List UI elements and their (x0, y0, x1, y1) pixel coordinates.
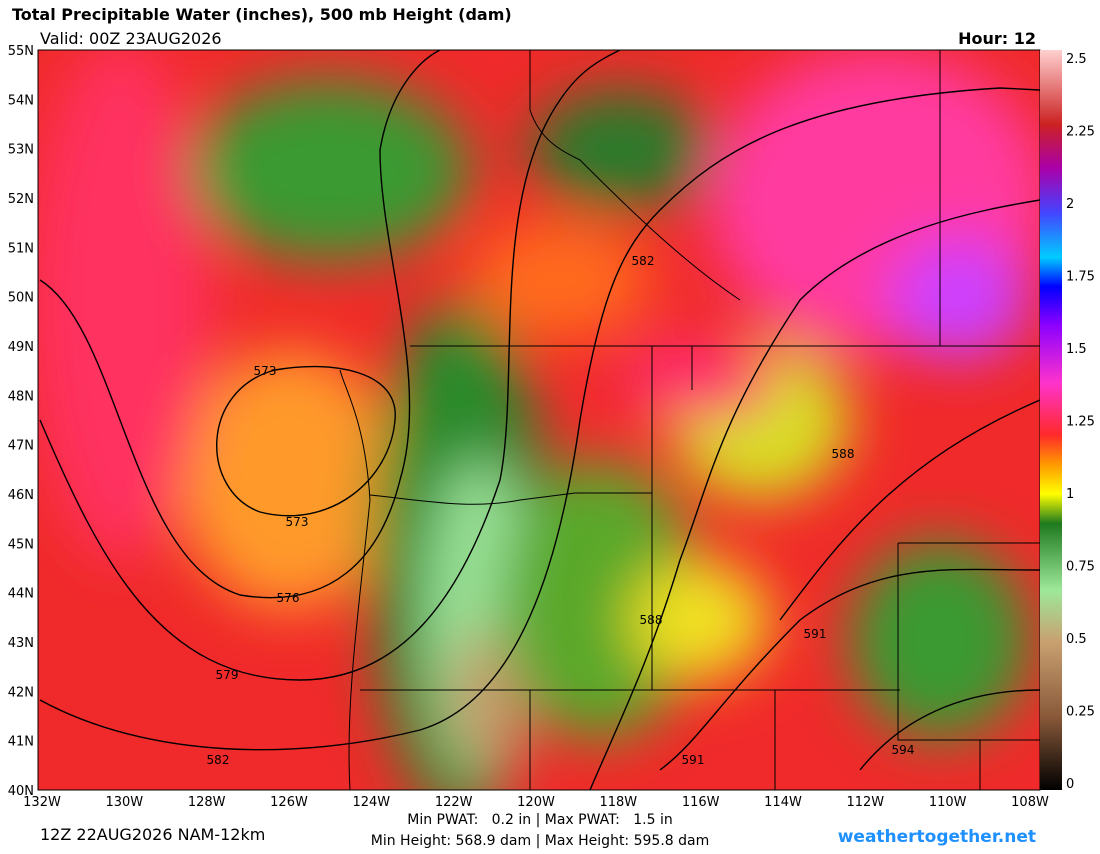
contour-label: 591 (682, 753, 705, 767)
lon-label: 112W (846, 795, 884, 810)
colorbar-tick-label: 2.5 (1066, 52, 1087, 67)
contour-label: 588 (640, 613, 663, 627)
lon-label: 122W (435, 795, 473, 810)
lon-label: 116W (682, 795, 720, 810)
title: Total Precipitable Water (inches), 500 m… (12, 5, 512, 24)
lat-label: 45N (8, 537, 34, 552)
lat-label: 43N (8, 636, 34, 651)
lon-label: 132W (23, 795, 61, 810)
lon-label: 120W (517, 795, 555, 810)
colorbar-tick-label: 1.5 (1066, 342, 1087, 357)
colorbar-tick-label: 1.25 (1066, 415, 1095, 430)
forecast-hour: Hour: 12 (958, 29, 1036, 48)
height-range: Min Height: 568.9 dam | Max Height: 595.… (371, 833, 709, 849)
lat-label: 46N (8, 488, 34, 503)
colorbar-tick-label: 1 (1066, 487, 1074, 502)
height-contours (39, 50, 1040, 790)
pwat-field (38, 50, 1040, 790)
contour-label: 582 (207, 753, 230, 767)
lat-label: 53N (8, 143, 34, 158)
lon-label: 110W (929, 795, 967, 810)
contour-label: 576 (277, 591, 300, 605)
lat-label: 54N (8, 93, 34, 108)
lon-label: 126W (270, 795, 308, 810)
lat-label: 49N (8, 340, 34, 355)
lat-label: 40N (8, 784, 34, 799)
contour-label: 588 (832, 447, 855, 461)
lon-label: 124W (352, 795, 390, 810)
borders (339, 50, 1040, 790)
model-run: 12Z 22AUG2026 NAM-12km (40, 825, 265, 844)
site-credit: weathertogether.net (838, 827, 1036, 847)
lon-label: 130W (105, 795, 143, 810)
contour-label: 594 (892, 743, 915, 757)
lat-label: 51N (8, 241, 34, 256)
lon-label: 108W (1011, 795, 1049, 810)
colorbar-tick-label: 0.5 (1066, 632, 1087, 647)
colorbar (1040, 50, 1062, 790)
lat-label: 55N (8, 44, 34, 59)
lat-label: 52N (8, 192, 34, 207)
lon-label: 118W (599, 795, 637, 810)
contour-label: 591 (804, 627, 827, 641)
lon-label: 128W (188, 795, 226, 810)
lat-label: 48N (8, 389, 34, 404)
lat-label: 42N (8, 685, 34, 700)
colorbar-tick-label: 2 (1066, 197, 1074, 212)
valid-time: Valid: 00Z 23AUG2026 (40, 29, 222, 48)
colorbar-tick-label: 1.75 (1066, 270, 1095, 285)
colorbar-tick-label: 0.75 (1066, 560, 1095, 575)
contour-label: 579 (216, 668, 239, 682)
lat-label: 44N (8, 587, 34, 602)
lon-label: 114W (764, 795, 802, 810)
lat-label: 41N (8, 735, 34, 750)
lat-label: 47N (8, 439, 34, 454)
contour-label: 573 (286, 515, 309, 529)
colorbar-tick-label: 2.25 (1066, 125, 1095, 140)
colorbar-tick-label: 0.25 (1066, 705, 1095, 720)
lat-label: 50N (8, 291, 34, 306)
contour-label: 582 (632, 254, 655, 268)
pwat-range: Min PWAT: 0.2 in | Max PWAT: 1.5 in (407, 812, 672, 828)
contour-label: 573 (254, 364, 277, 378)
colorbar-tick-label: 0 (1066, 777, 1074, 792)
